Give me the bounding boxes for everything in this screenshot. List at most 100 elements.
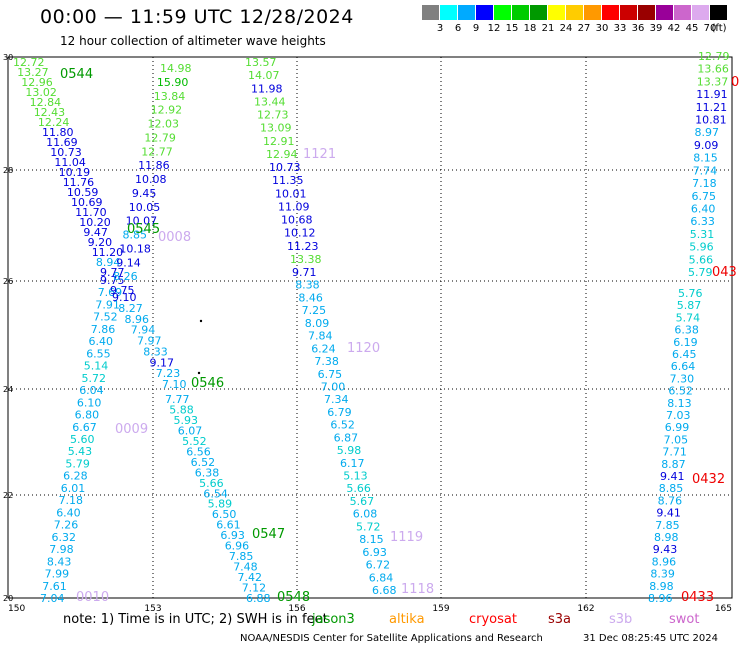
- color-swatch: [584, 5, 601, 20]
- wave-height-value: 13.84: [154, 90, 186, 103]
- color-scale-label: 27: [577, 23, 591, 34]
- wave-height-value: 6.24: [311, 342, 336, 355]
- wave-height-value: 8.87: [661, 458, 686, 471]
- wave-height-value: 11.70: [75, 206, 107, 219]
- wave-height-value: 6.75: [318, 368, 343, 381]
- footnote: note: 1) Time is in UTC; 2) SWH is in fe…: [63, 612, 328, 627]
- wave-height-value: 12.94: [266, 148, 298, 161]
- wave-height-value: 13.37: [697, 75, 729, 88]
- wave-height-value: 13.38: [290, 253, 322, 266]
- wave-height-value: 5.67: [350, 495, 375, 508]
- color-swatch: [710, 5, 727, 20]
- pass-number-label: 0548: [277, 590, 310, 605]
- wave-height-value: 9.17: [150, 356, 175, 369]
- wave-height-value: 7.12: [242, 582, 267, 595]
- wave-height-value: 10.18: [119, 242, 150, 255]
- wave-height-value: 6.38: [195, 466, 220, 479]
- color-scale-label: 21: [541, 23, 555, 34]
- wave-height-value: 5.60: [70, 433, 95, 446]
- wave-height-value: 7.10: [162, 378, 187, 391]
- pass-number-label: 0009: [115, 422, 148, 437]
- color-swatch: [674, 5, 691, 20]
- mission-legend-item: s3b: [609, 612, 633, 627]
- wave-height-value: 6.61: [216, 519, 241, 532]
- wave-height-value: 7.00: [321, 381, 346, 394]
- wave-height-value: 9.41: [660, 470, 685, 483]
- wave-height-value: 14.98: [160, 62, 192, 75]
- color-scale-label: 6: [454, 23, 462, 34]
- wave-height-value: 8.15: [693, 152, 718, 165]
- wave-height-value: 8.13: [667, 397, 692, 410]
- wave-height-value: 7.97: [137, 335, 162, 348]
- wave-height-value: 10.59: [67, 186, 99, 199]
- wave-height-value: 6.01: [61, 482, 86, 495]
- wave-height-value: 8.39: [650, 568, 675, 581]
- wave-height-value: 6.52: [191, 456, 216, 469]
- wave-height-value: 9.09: [694, 139, 719, 152]
- wave-height-value: 11.98: [251, 82, 283, 95]
- wave-height-value: 10.81: [695, 114, 727, 127]
- wave-height-value: 5.74: [676, 311, 701, 324]
- wave-height-value: 12.77: [141, 145, 173, 158]
- wave-height-value: 7.04: [40, 592, 65, 605]
- wave-height-value: 5.98: [337, 444, 362, 457]
- wave-height-value: 10.08: [135, 173, 167, 186]
- wave-height-value: 8.09: [305, 317, 330, 330]
- wave-height-value: 15.90: [157, 76, 189, 89]
- wave-height-value: 9.75: [100, 274, 125, 287]
- pass-number-label: 0433: [681, 590, 714, 605]
- page-title: 00:00 — 11:59 UTC 12/28/2024: [40, 6, 354, 28]
- pass-number-label: 0544: [60, 67, 93, 82]
- wave-height-value: 5.76: [678, 287, 703, 300]
- mission-legend-item: swot: [669, 612, 700, 627]
- wave-height-value: 12.43: [34, 106, 65, 119]
- color-scale-label: 9: [472, 23, 480, 34]
- wave-height-value: 6.40: [89, 335, 114, 348]
- color-scale-label: 70: [703, 23, 717, 34]
- wave-height-value: 12.91: [263, 135, 295, 148]
- wave-height-value: 7.84: [308, 330, 333, 343]
- wave-height-value: 10.12: [284, 227, 316, 240]
- wave-height-value: 8.26: [113, 270, 138, 283]
- wave-height-value: 6.17: [340, 457, 365, 470]
- wave-height-value: 11.23: [287, 240, 319, 253]
- wave-height-value: 7.91: [95, 299, 120, 312]
- wave-height-value: 10.73: [269, 161, 301, 174]
- wave-height-value: 9.20: [88, 236, 113, 249]
- wave-height-value: 5.52: [182, 435, 207, 448]
- wave-height-value: 13.27: [17, 66, 48, 79]
- wave-height-value: 8.94: [96, 256, 121, 269]
- wave-height-value: 6.04: [79, 384, 104, 397]
- wave-height-value: 11.76: [63, 176, 94, 189]
- wave-height-value: 6.52: [330, 419, 355, 432]
- wave-height-value: 8.98: [649, 580, 674, 593]
- wave-height-value: 7.23: [156, 367, 181, 380]
- wave-height-value: 7.42: [238, 571, 263, 584]
- wave-height-value: 10.07: [126, 215, 158, 228]
- wave-height-value: 7.98: [49, 543, 73, 556]
- wave-height-value: 5.93: [174, 414, 199, 427]
- color-scale-label: 18: [523, 23, 537, 34]
- wave-height-value: 10.20: [79, 216, 111, 229]
- color-swatch: [422, 5, 439, 20]
- color-scale-label: 36: [631, 23, 645, 34]
- wave-height-value: 6.38: [674, 324, 699, 337]
- wave-height-value: 13.02: [25, 86, 57, 99]
- wave-height-value: 5.43: [68, 445, 93, 458]
- credit-text: NOAA/NESDIS Center for Satellite Applica…: [240, 633, 543, 644]
- wave-height-value: 5.66: [199, 477, 224, 490]
- y-tick-label: 26: [3, 277, 13, 286]
- color-scale-label: 42: [667, 23, 681, 34]
- wave-height-value: 9.47: [83, 226, 108, 239]
- wave-height-value: 9.71: [292, 266, 317, 279]
- pass-number-label: 0432: [692, 472, 725, 487]
- wave-height-value: 7.99: [45, 568, 70, 581]
- wave-height-value: 7.71: [662, 446, 687, 459]
- color-scale-label: 30: [595, 23, 609, 34]
- x-tick-label: 150: [8, 604, 25, 614]
- color-swatch: [656, 5, 673, 20]
- wave-height-value: 8.76: [658, 494, 683, 507]
- wave-height-value: 7.94: [131, 324, 156, 337]
- wave-height-value: 13.66: [697, 63, 729, 76]
